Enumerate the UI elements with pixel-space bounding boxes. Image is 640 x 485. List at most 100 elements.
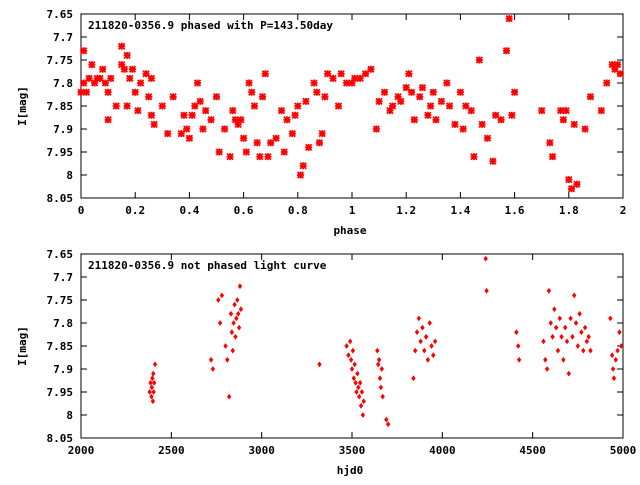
unphased-data-point (348, 356, 354, 363)
phased-data-point (418, 83, 427, 92)
unphased-data-point (411, 375, 416, 382)
phased-data-point (538, 106, 546, 115)
phased-data-point (147, 74, 156, 83)
phased-data-point (96, 74, 104, 83)
phased-data-point (337, 70, 345, 78)
phased-data-point (502, 47, 511, 55)
phased-data-point (283, 116, 291, 124)
phased-data-point (77, 88, 85, 96)
phased-data-point (478, 120, 486, 129)
unphased-data-point (228, 310, 234, 317)
unphased-y-tick-label: 7.8 (53, 317, 73, 330)
phased-data-point (548, 152, 557, 161)
phased-data-point (288, 129, 297, 138)
phased-data-point (386, 106, 394, 115)
unphased-data-point (575, 343, 581, 349)
unphased-x-tick-label: 4500 (519, 444, 546, 457)
phased-y-tick-label: 7.9 (53, 123, 73, 136)
phased-data-point (497, 116, 505, 124)
phased-data-point (570, 120, 578, 129)
unphased-y-tick-label: 7.7 (53, 271, 73, 284)
unphased-data-point (150, 375, 155, 382)
unphased-data-point (552, 306, 557, 313)
phased-data-point (145, 93, 153, 101)
phased-data-point (367, 65, 375, 73)
unphased-data-point (231, 320, 236, 326)
unphased-data-point (581, 347, 586, 354)
unphased-data-point (150, 398, 156, 405)
phased-data-point (356, 74, 364, 83)
unphased-data-point (208, 356, 214, 363)
phased-data-point (613, 60, 622, 69)
phased-data-point (562, 106, 570, 115)
unphased-data-point (236, 310, 241, 317)
phased-data-point (389, 102, 397, 110)
unphased-data-point (357, 393, 362, 400)
unphased-data-point (384, 416, 389, 423)
unphased-data-point (609, 352, 615, 359)
unphased-y-tick-label: 8 (66, 409, 73, 422)
unphased-y-tick-label: 7.85 (47, 340, 74, 353)
unphased-data-point (431, 352, 436, 359)
phased-data-point (131, 88, 139, 96)
phased-data-point (126, 74, 134, 83)
phased-data-point (445, 102, 454, 110)
unphased-data-point (568, 315, 573, 322)
phased-y-tick-label: 7.85 (47, 100, 74, 113)
unphased-data-point (229, 329, 235, 336)
phased-data-point (261, 70, 269, 78)
phased-data-point (508, 111, 516, 119)
unphased-data-point (577, 310, 582, 317)
unphased-data-point (420, 324, 425, 331)
phased-data-point (272, 134, 280, 142)
phased-data-point (256, 152, 264, 161)
unphased-data-point (550, 333, 555, 340)
phased-data-point (432, 116, 440, 124)
phased-data-point (323, 70, 332, 78)
phased-data-point (424, 111, 432, 119)
phased-data-point (565, 175, 573, 184)
unphased-data-point (566, 370, 571, 377)
phased-data-point (470, 152, 478, 161)
unphased-data-point (418, 338, 423, 345)
phased-data-point (361, 70, 370, 78)
phased-data-point (188, 111, 196, 119)
phased-data-point (321, 93, 329, 101)
phased-data-point (183, 125, 191, 133)
unphased-data-point (152, 361, 158, 368)
phased-data-point (616, 70, 624, 78)
phased-data-point (329, 74, 337, 83)
unphased-data-point (234, 315, 239, 322)
phased-data-point (234, 120, 242, 129)
phased-x-tick-label: 0.4 (179, 204, 199, 217)
phased-data-point (264, 152, 272, 161)
phased-data-point (229, 106, 237, 115)
unphased-data-point (346, 352, 351, 359)
phased-y-axis-label: I[mag] (16, 86, 29, 126)
unphased-data-point (210, 366, 216, 372)
phased-data-point (315, 139, 324, 147)
phased-y-tick-label: 8 (66, 169, 73, 182)
unphased-data-point (351, 375, 356, 382)
unphased-data-point (611, 375, 617, 382)
unphased-data-point (564, 338, 570, 345)
unphased-data-point (233, 333, 238, 340)
phased-data-point (429, 88, 437, 96)
unphased-data-point (619, 343, 624, 349)
unphased-data-point (610, 366, 616, 372)
phased-x-tick-label: 1.6 (505, 204, 525, 217)
unphased-data-point (358, 402, 364, 409)
phased-data-point (99, 65, 107, 73)
phased-x-tick-label: 0 (78, 204, 85, 217)
phased-data-point (302, 97, 310, 106)
unphased-data-point (484, 287, 489, 294)
phased-data-point (242, 148, 250, 156)
unphased-data-point (579, 329, 584, 336)
phased-data-point (123, 102, 131, 110)
unphased-points (147, 255, 624, 428)
phased-data-point (277, 106, 286, 115)
phased-data-point (394, 93, 402, 101)
unphased-data-point (422, 347, 427, 354)
phased-data-point (375, 97, 383, 106)
